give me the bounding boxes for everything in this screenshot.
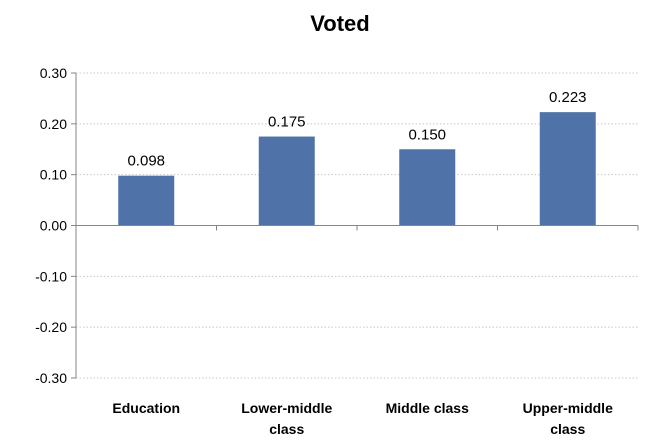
data-labels: 0.098 0.175 0.150 0.223 <box>127 89 586 170</box>
y-tick-label: 0.00 <box>40 218 67 234</box>
category-labels: Education Lower-middle class Middle class Up… <box>112 400 613 437</box>
category-label: Education <box>112 400 180 416</box>
bar <box>539 112 596 226</box>
category-label: class <box>269 421 304 437</box>
y-axis: 0.30 0.20 0.10 0.00 -0.10 -0.20 -0.30 <box>35 65 77 386</box>
category-label: Upper-middle <box>523 400 613 416</box>
y-tick-label: 0.20 <box>40 116 67 132</box>
y-tick-label: 0.10 <box>40 167 67 183</box>
category-label: class <box>550 421 585 437</box>
gridlines <box>76 72 638 379</box>
data-label: 0.175 <box>268 114 306 131</box>
data-label: 0.150 <box>408 126 446 143</box>
y-tick-label: 0.30 <box>40 65 67 81</box>
y-tick-label: -0.20 <box>35 319 67 335</box>
category-label: Lower-middle <box>241 400 332 416</box>
data-label: 0.098 <box>127 153 165 170</box>
data-label: 0.223 <box>549 89 587 106</box>
bars <box>118 112 596 226</box>
y-tick-label: -0.10 <box>35 268 67 284</box>
chart-title: Voted <box>310 11 369 36</box>
bar <box>399 149 456 226</box>
y-tick-label: -0.30 <box>35 370 67 386</box>
x-axis <box>75 225 639 231</box>
bar <box>258 136 315 226</box>
category-label: Middle class <box>386 400 469 416</box>
bar <box>118 175 175 226</box>
